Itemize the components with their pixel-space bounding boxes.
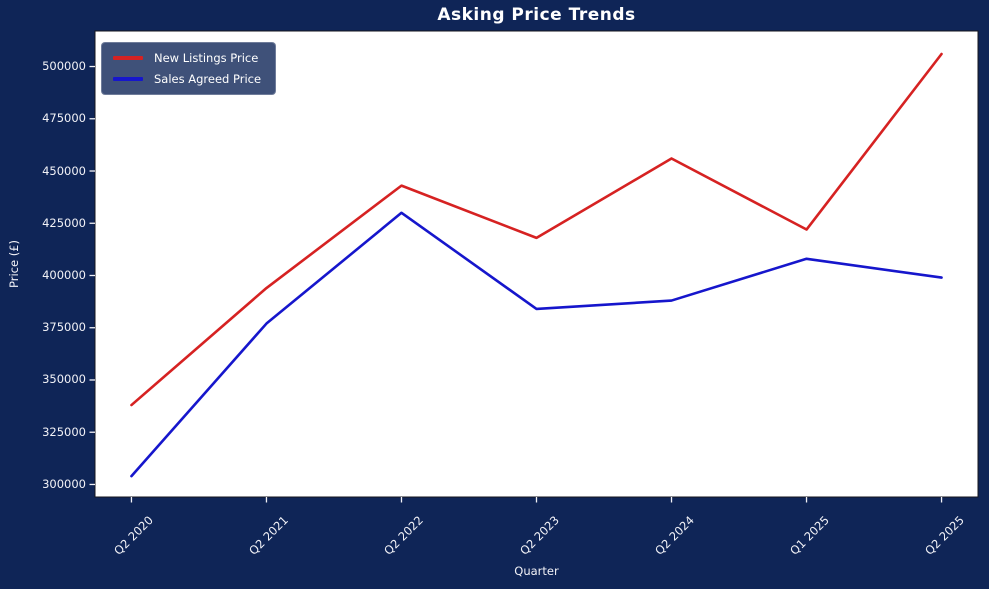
y-tick-label: 475000 bbox=[42, 111, 86, 126]
legend-label: Sales Agreed Price bbox=[154, 72, 262, 86]
y-tick-label: 350000 bbox=[42, 372, 86, 387]
y-tick-label: 300000 bbox=[42, 476, 86, 491]
y-tick-label: 400000 bbox=[42, 267, 86, 282]
legend-label: New Listings Price bbox=[154, 51, 259, 65]
legend-item-new-listings: New Listings Price bbox=[113, 49, 261, 67]
y-tick-label: 375000 bbox=[42, 320, 86, 335]
y-tick-label: 500000 bbox=[42, 59, 86, 74]
x-axis-title: Quarter bbox=[514, 564, 559, 578]
y-tick-label: 425000 bbox=[42, 215, 86, 230]
legend-item-sales-agreed: Sales Agreed Price bbox=[113, 70, 261, 88]
legend-line-swatch-red bbox=[113, 56, 143, 60]
y-tick-label: 325000 bbox=[42, 424, 86, 439]
legend-line-swatch-blue bbox=[113, 77, 143, 81]
y-tick-label: 450000 bbox=[42, 163, 86, 178]
series-line-sales-agreed-price bbox=[130, 211, 943, 478]
y-axis-title: Price (£) bbox=[7, 240, 21, 288]
chart-title: Asking Price Trends bbox=[437, 5, 636, 25]
legend: New Listings Price Sales Agreed Price bbox=[101, 42, 277, 95]
plot-area bbox=[94, 30, 979, 498]
series-line-new-listings-price bbox=[130, 52, 943, 407]
